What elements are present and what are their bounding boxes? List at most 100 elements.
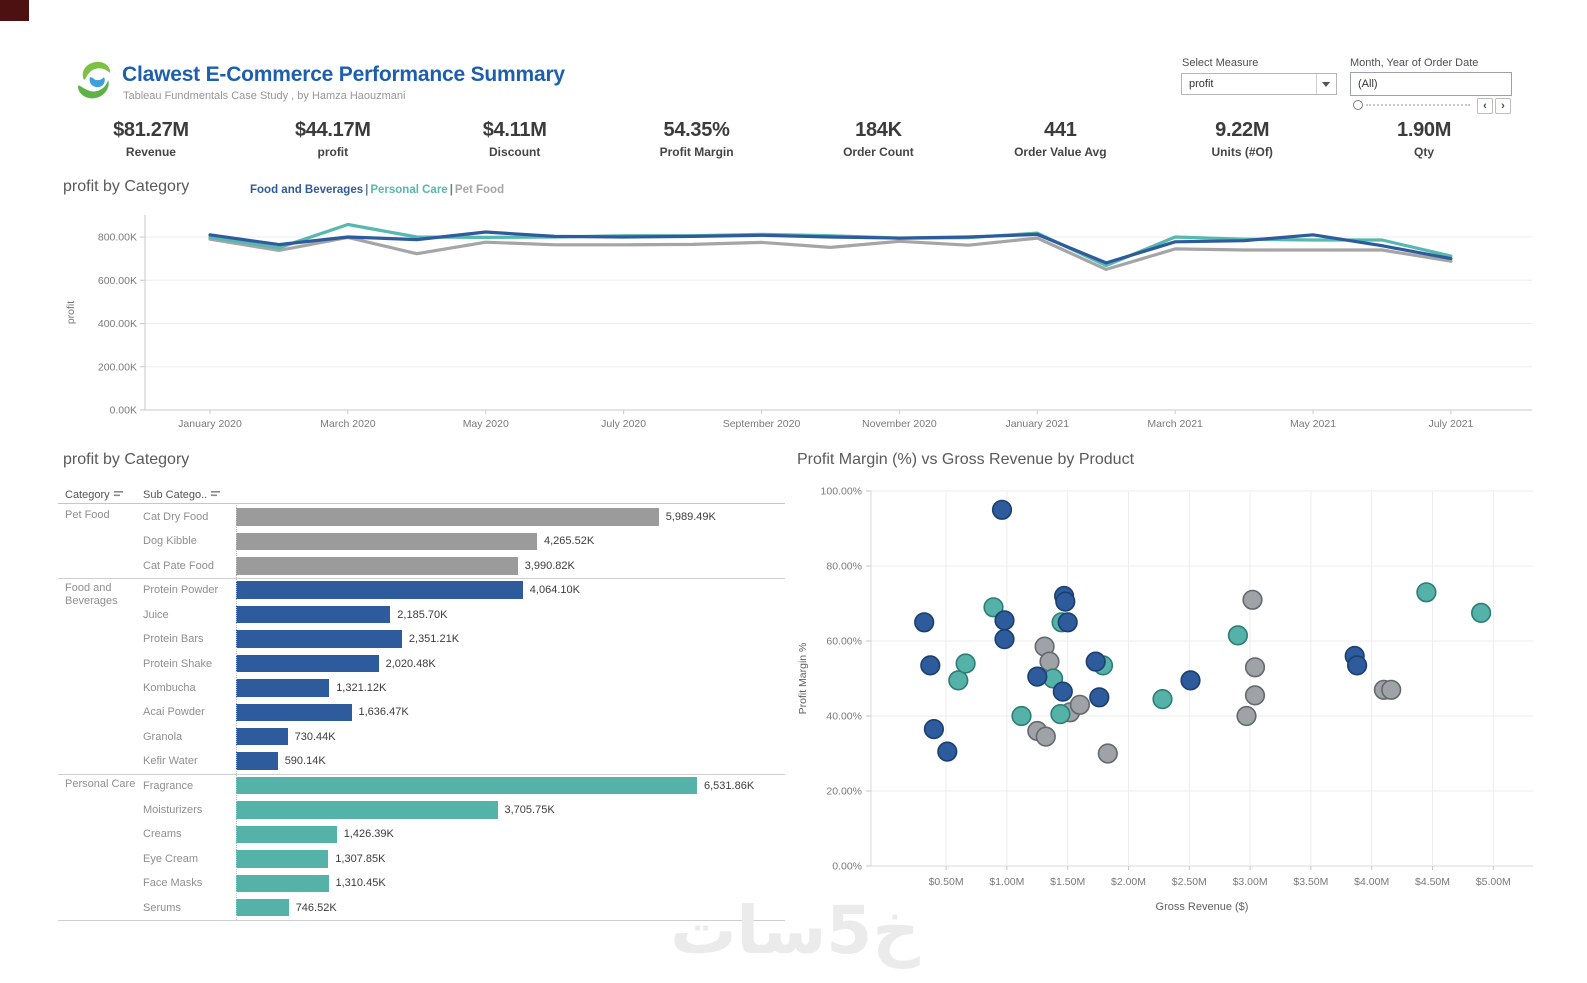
- bar-fragrance[interactable]: [236, 776, 697, 795]
- kpi-order-value-avg: 441 Order Value Avg: [969, 119, 1151, 169]
- bar-kombucha[interactable]: [236, 679, 330, 697]
- scatter-point-pet-food[interactable]: [1242, 589, 1263, 610]
- kpi-revenue: $81.27M Revenue: [60, 119, 242, 169]
- kpi-value: 9.22M: [1215, 119, 1270, 141]
- scatter-point-food-and-beverages[interactable]: [937, 741, 958, 762]
- bar-protein-bars[interactable]: [236, 630, 402, 648]
- scatter-point-personal-care[interactable]: [1050, 703, 1071, 725]
- scatter-point-pet-food[interactable]: [1244, 657, 1266, 678]
- bar-cat-dry-food[interactable]: [236, 508, 659, 526]
- date-prev-button[interactable]: ‹: [1477, 98, 1493, 114]
- scatter-point-pet-food[interactable]: [1069, 694, 1090, 715]
- x-tick-label: $4.50M: [1415, 876, 1450, 888]
- scatter-point-pet-food[interactable]: [1097, 743, 1118, 764]
- scatter-point-food-and-beverages[interactable]: [1346, 655, 1368, 676]
- bar-protein-shake[interactable]: [236, 654, 379, 673]
- date-slider-track[interactable]: [1366, 104, 1470, 106]
- y-tick-label: 400.00K: [98, 318, 137, 330]
- bar-acai-powder[interactable]: [236, 703, 352, 722]
- date-next-button[interactable]: ›: [1495, 98, 1511, 114]
- scatter-point-food-and-beverages[interactable]: [1057, 612, 1078, 633]
- x-tick-label: July 2021: [1428, 418, 1473, 430]
- page-title: Clawest E-Commerce Performance Summary: [122, 63, 565, 86]
- scatter-point-pet-food[interactable]: [1236, 705, 1257, 727]
- y-tick-label: 200.00K: [98, 361, 137, 373]
- bar-granola[interactable]: [236, 727, 288, 746]
- bar-value-label: 3,705.75K: [504, 804, 555, 817]
- bar-axis-origin-line: [236, 505, 237, 921]
- scatter-point-food-and-beverages[interactable]: [991, 499, 1013, 520]
- scatter-point-personal-care[interactable]: [1227, 625, 1248, 646]
- subcategory-label: Cat Pate Food: [143, 559, 214, 572]
- scatter-point-food-and-beverages[interactable]: [1055, 591, 1076, 612]
- clawest-logo-icon: [78, 61, 111, 99]
- subcategory-label: Moisturizers: [143, 804, 203, 817]
- date-slider-handle[interactable]: [1353, 100, 1363, 110]
- bar-dog-kibble[interactable]: [236, 532, 537, 551]
- screen-corner-artifact: [0, 0, 29, 21]
- bar-juice[interactable]: [236, 605, 391, 624]
- line-series-personal-care[interactable]: [208, 222, 1453, 268]
- scatter-point-personal-care[interactable]: [1011, 705, 1032, 727]
- x-tick-label: November 2020: [862, 418, 937, 430]
- select-measure-label: Select Measure: [1182, 57, 1259, 69]
- bar-cat-pate-food[interactable]: [236, 557, 518, 575]
- scatter-point-personal-care[interactable]: [983, 597, 1004, 618]
- kpi-label: Discount: [489, 145, 541, 159]
- subcategory-label: Acai Powder: [143, 706, 205, 719]
- bar-protein-powder[interactable]: [236, 581, 523, 599]
- scatter-title: Profit Margin (%) vs Gross Revenue by Pr…: [797, 451, 1135, 468]
- bar-kefir-water[interactable]: [236, 752, 278, 770]
- subcategory-label: Cat Dry Food: [143, 511, 209, 523]
- scatter-point-food-and-beverages[interactable]: [914, 612, 935, 633]
- scatter-point-food-and-beverages[interactable]: [1052, 681, 1073, 702]
- bar-value-label: 4,064.10K: [529, 584, 580, 597]
- bar-creams[interactable]: [236, 825, 337, 844]
- kpi-row: $81.27M Revenue $44.17M profit $4.11M Discoun…: [60, 119, 1515, 169]
- line-series-pet-food[interactable]: [208, 235, 1453, 271]
- scatter-point-food-and-beverages[interactable]: [994, 628, 1015, 650]
- category-label: Personal Care: [65, 777, 136, 790]
- bar-serums[interactable]: [236, 898, 289, 917]
- scatter-point-personal-care[interactable]: [1416, 582, 1437, 603]
- kpi-label: Revenue: [125, 145, 176, 159]
- line-series-food-and-beverages[interactable]: [208, 230, 1453, 265]
- scatter-point-pet-food[interactable]: [1244, 685, 1266, 706]
- scatter-point-personal-care[interactable]: [948, 670, 969, 691]
- bar-moisturizers[interactable]: [236, 801, 498, 819]
- bar-face-masks[interactable]: [236, 874, 329, 892]
- scatter-point-food-and-beverages[interactable]: [920, 655, 941, 676]
- legend-separator: |: [449, 184, 453, 196]
- scatter-point-pet-food[interactable]: [1381, 679, 1402, 700]
- legend-item-personal-care[interactable]: Personal Care: [370, 184, 448, 196]
- column-header-category[interactable]: Category: [65, 489, 124, 501]
- kpi-value: 441: [1044, 119, 1077, 141]
- legend-item-food-and-beverages[interactable]: Food and Beverages: [250, 184, 364, 196]
- scatter-point-food-and-beverages[interactable]: [1027, 666, 1048, 687]
- bar-eye-cream[interactable]: [236, 850, 329, 868]
- select-measure-value: profit: [1189, 78, 1214, 90]
- bar-value-label: 3,990.82K: [524, 559, 575, 572]
- scatter-point-personal-care[interactable]: [1152, 688, 1173, 710]
- scatter-point-personal-care[interactable]: [955, 653, 976, 674]
- scatter-point-food-and-beverages[interactable]: [1089, 687, 1110, 708]
- select-measure-dropdown[interactable]: profit: [1181, 73, 1337, 95]
- scatter-point-personal-care[interactable]: [1470, 602, 1492, 624]
- dropdown-caret-button[interactable]: [1316, 74, 1336, 94]
- scatter-point-food-and-beverages[interactable]: [1180, 670, 1201, 691]
- x-axis-title: Gross Revenue ($): [1156, 901, 1249, 913]
- kpi-label: Qty: [1414, 145, 1435, 159]
- subcategory-label: Fragrance: [143, 779, 194, 792]
- scatter-point-food-and-beverages[interactable]: [994, 610, 1015, 631]
- scatter-point-food-and-beverages[interactable]: [923, 718, 945, 740]
- column-header-subcategory[interactable]: Sub Catego..: [143, 489, 221, 501]
- scatter-point-pet-food[interactable]: [1035, 726, 1056, 747]
- scatter-point-food-and-beverages[interactable]: [1085, 651, 1106, 672]
- page-subtitle: Tableau Fundmentals Case Study , by Hamz…: [123, 90, 406, 102]
- scatter-point-pet-food[interactable]: [1039, 651, 1060, 672]
- date-filter-input[interactable]: (All): [1350, 72, 1512, 96]
- bar-value-label: 2,351.21K: [408, 633, 460, 646]
- legend-item-pet-food[interactable]: Pet Food: [454, 184, 505, 196]
- bar-value-label: 730.44K: [294, 730, 336, 743]
- kpi-discount: $4.11M Discount: [424, 119, 606, 169]
